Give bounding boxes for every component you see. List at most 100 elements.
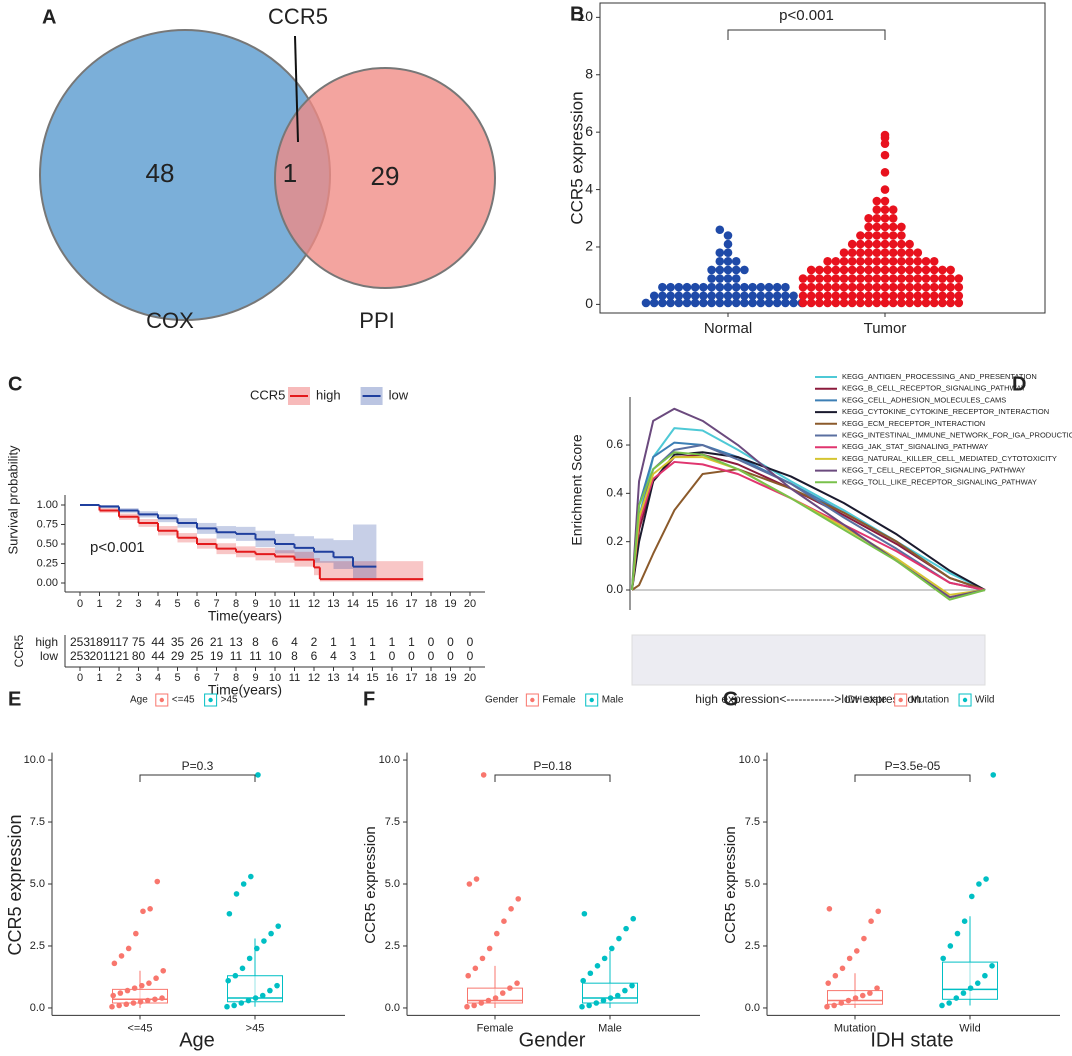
legend-label: KEGG_ANTIGEN_PROCESSING_AND_PRESENTATION <box>842 372 1037 381</box>
point <box>507 985 513 991</box>
risk-count: 253 <box>70 635 90 649</box>
legend-key-dot <box>962 697 968 703</box>
dot <box>823 274 832 283</box>
x-tick-label: Male <box>598 1022 622 1034</box>
dot <box>847 257 857 266</box>
point <box>123 1001 130 1008</box>
y-tick-label: 5.0 <box>745 878 760 890</box>
dot <box>658 291 667 301</box>
risk-count: 35 <box>171 635 185 649</box>
point <box>875 908 882 915</box>
annotation: P=3.5e-05 <box>885 759 941 773</box>
y-tick-label: 10 <box>577 8 593 24</box>
point <box>982 972 988 979</box>
dot <box>723 231 733 240</box>
dot <box>781 282 790 292</box>
dot <box>666 298 675 308</box>
legend-label: high <box>316 387 341 402</box>
x-tick-label: Mutation <box>834 1022 876 1034</box>
risk-count: 117 <box>109 635 128 649</box>
risk-count: 8 <box>291 649 298 663</box>
dot <box>905 257 914 266</box>
point <box>275 923 282 929</box>
dot <box>872 248 882 258</box>
legend-title: IDH state <box>845 695 887 706</box>
point <box>109 1003 115 1010</box>
panel-label: G <box>723 688 739 710</box>
significance-bracket <box>727 29 886 40</box>
dot <box>864 248 873 258</box>
x-tick-label: 1 <box>96 598 102 610</box>
panel-label: F <box>363 688 375 710</box>
dot <box>823 291 832 301</box>
venn-count: 48 <box>146 158 175 188</box>
legend-key-dot <box>159 697 164 703</box>
y-tick-label: 0.6 <box>606 437 623 451</box>
point <box>478 1000 485 1006</box>
point <box>480 772 487 778</box>
dot <box>856 291 865 301</box>
x-tick-label: Female <box>477 1022 514 1034</box>
dot <box>756 298 766 308</box>
annotation: P=0.18 <box>533 759 572 773</box>
point <box>116 1002 122 1009</box>
dot <box>946 265 955 275</box>
risk-count: 0 <box>408 649 415 663</box>
point <box>501 918 507 924</box>
legend-label: KEGG_JAK_STAT_SIGNALING_PATHWAY <box>842 442 988 451</box>
dot <box>888 282 898 292</box>
x-tick-label: 7 <box>213 598 219 610</box>
dot <box>731 282 741 292</box>
risk-count: 1 <box>369 649 376 663</box>
dot <box>831 257 841 266</box>
point <box>118 953 125 959</box>
point <box>616 935 622 942</box>
legend-label: KEGG_CELL_ADHESION_MOLECULES_CAMS <box>842 395 1006 404</box>
risk-count: 1 <box>350 635 357 649</box>
dot <box>666 282 675 292</box>
risk-x-tick-label: 9 <box>252 672 258 684</box>
x-axis-label: Time(years) <box>208 608 282 624</box>
dot <box>905 298 914 308</box>
dot <box>764 291 774 301</box>
risk-count: 75 <box>132 635 146 649</box>
x-tick-label: 17 <box>405 598 417 610</box>
dot <box>864 291 873 301</box>
point <box>485 997 492 1004</box>
dot <box>897 291 906 301</box>
venn-set-name: PPI <box>359 308 394 333</box>
dot <box>641 298 651 308</box>
dot <box>731 257 741 266</box>
point <box>967 985 974 991</box>
point <box>852 995 859 1001</box>
legend-label: Female <box>542 695 576 706</box>
dot <box>806 291 816 301</box>
dot <box>715 298 725 308</box>
point <box>268 930 274 937</box>
dot <box>699 282 708 292</box>
dot <box>872 222 882 232</box>
x-tick-label: 0 <box>77 598 83 610</box>
point <box>159 995 165 1001</box>
dot <box>905 248 914 258</box>
dot <box>921 257 931 266</box>
point <box>839 965 846 972</box>
x-tick-label: 10 <box>269 598 281 610</box>
dot <box>954 298 964 308</box>
x-tick-label: 9 <box>252 598 258 610</box>
point <box>629 982 635 989</box>
risk-count: 10 <box>268 649 282 663</box>
point <box>130 1000 137 1006</box>
legend-key-dot <box>530 697 535 703</box>
risk-count: 13 <box>229 635 243 649</box>
dot <box>798 274 808 283</box>
dot <box>815 274 824 283</box>
risk-x-tick-label: 6 <box>194 672 200 684</box>
point <box>238 1000 245 1006</box>
y-tick-label: 10.0 <box>739 754 760 766</box>
dot <box>872 274 882 283</box>
point <box>586 1002 592 1009</box>
y-tick-label: 1.00 <box>37 499 58 511</box>
significance-bracket <box>854 774 971 782</box>
y-tick-label: 0.50 <box>37 538 58 550</box>
